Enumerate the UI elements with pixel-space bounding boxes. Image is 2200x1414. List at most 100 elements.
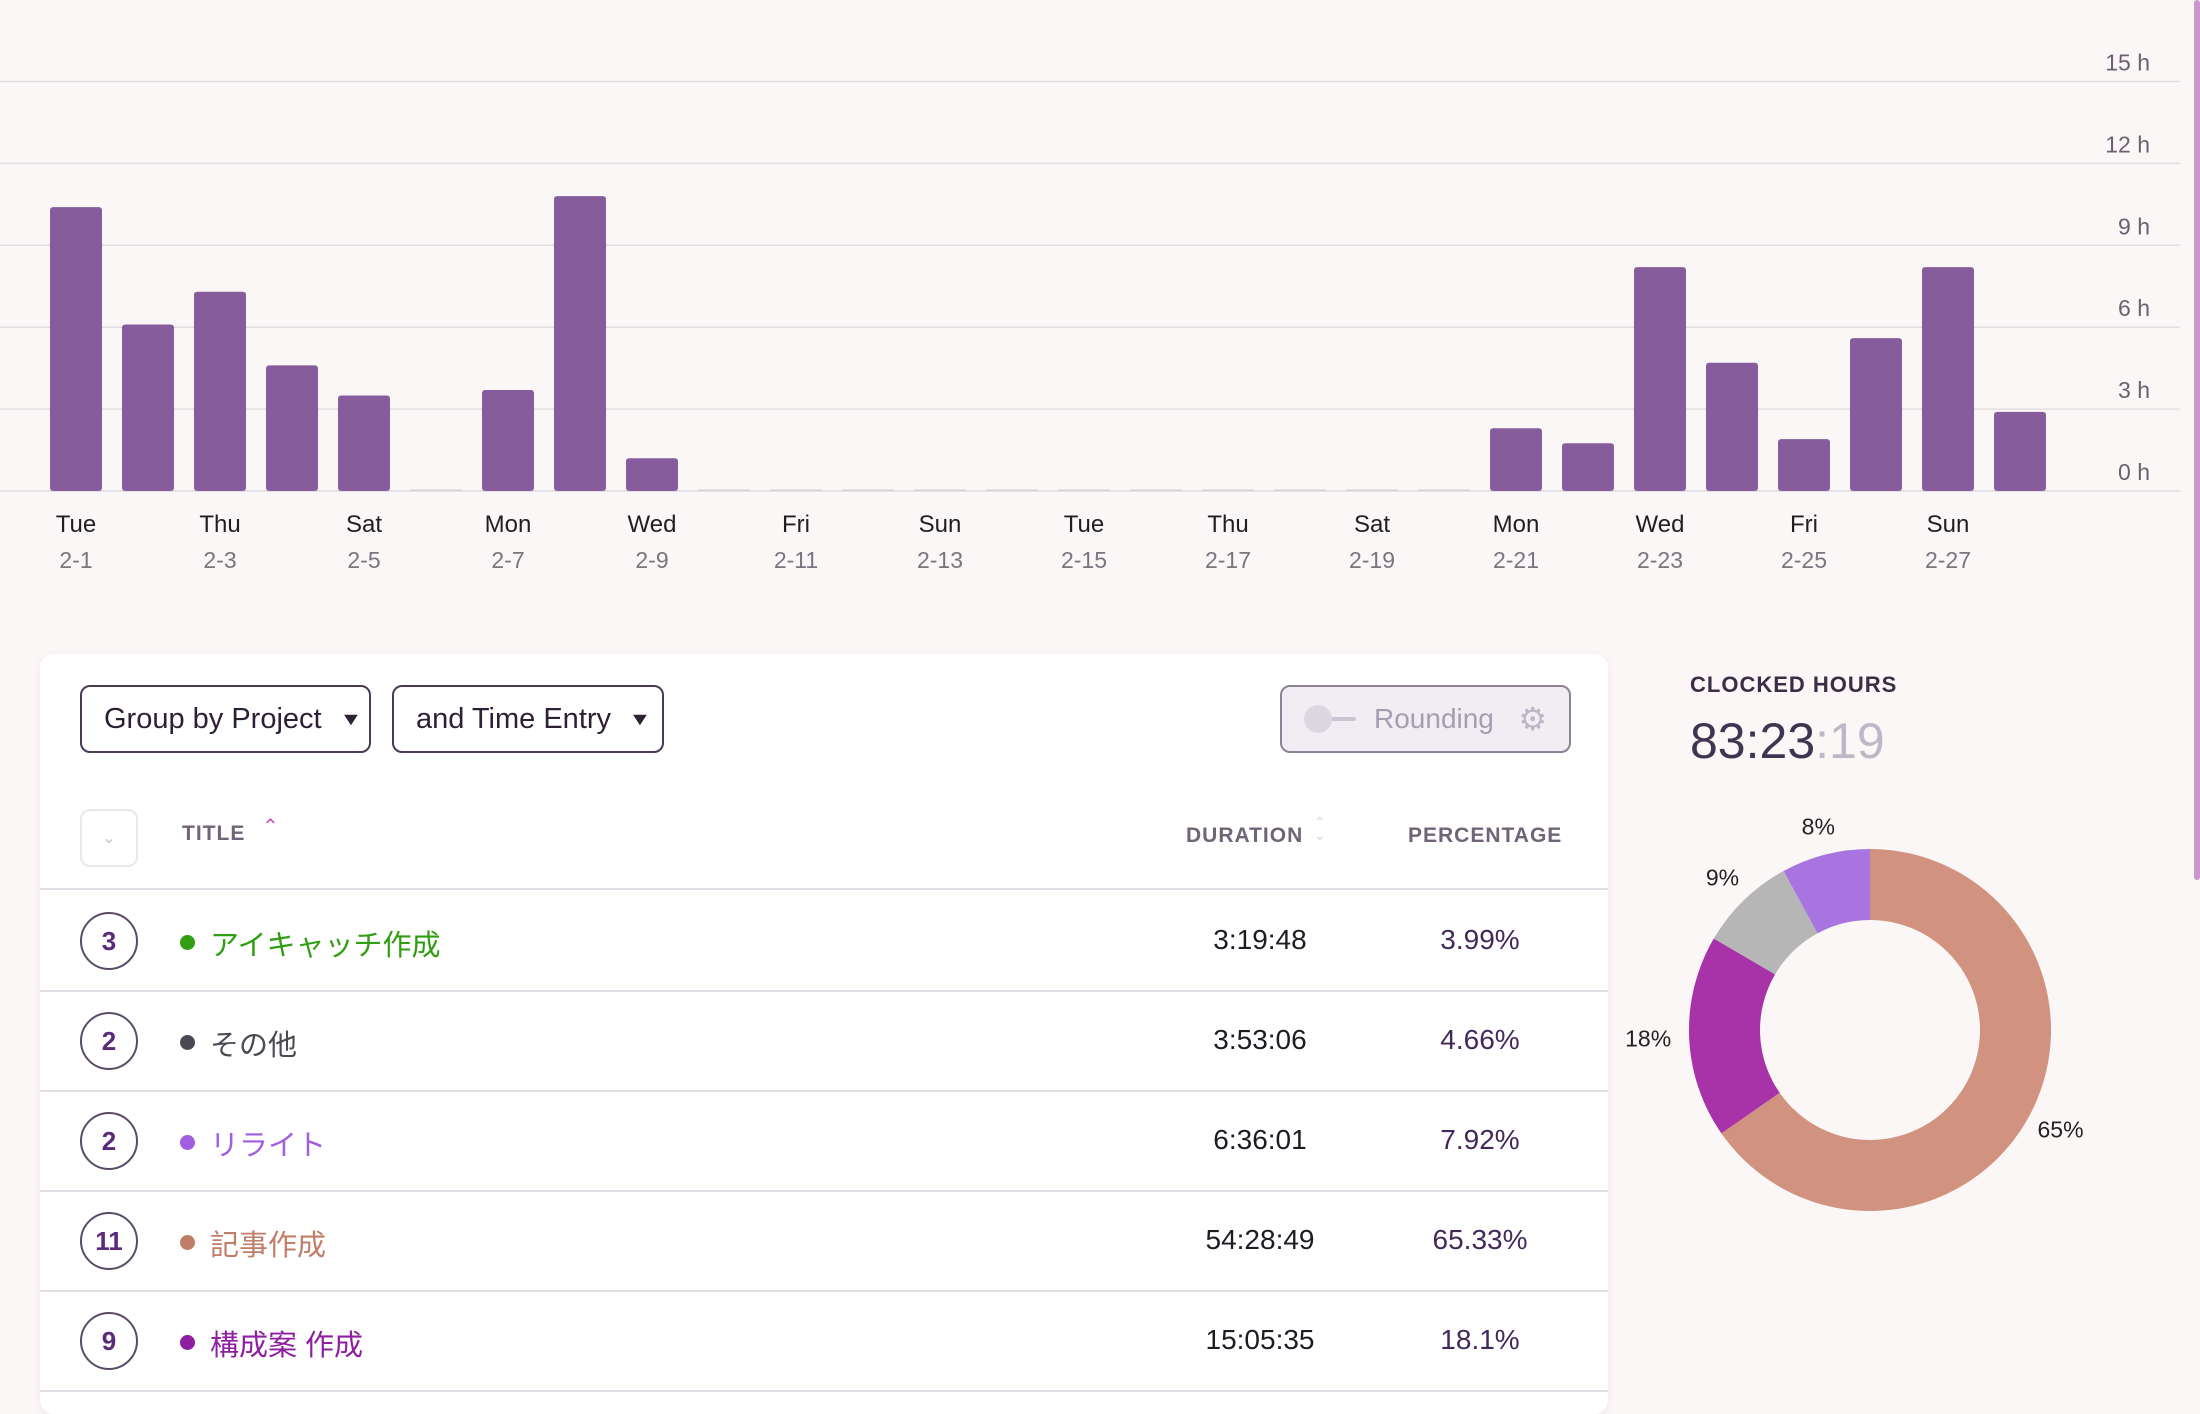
vertical-scrollbar[interactable] <box>2194 0 2200 880</box>
table-row[interactable]: 11 記事作成 54:28:49 65.33% <box>40 1190 1608 1292</box>
x-tick-date: 2-13 <box>917 547 963 573</box>
bar-day-9[interactable] <box>626 458 678 491</box>
x-tick-date: 2-1 <box>59 547 92 573</box>
bar-day-26[interactable] <box>1850 338 1902 491</box>
donut-slice-3[interactable] <box>1713 870 1818 975</box>
bar-day-7[interactable] <box>482 389 534 491</box>
bar-day-21[interactable] <box>1490 428 1542 491</box>
project-percentage: 18.1% <box>1440 1324 1520 1355</box>
gear-icon[interactable]: ⚙ <box>1518 701 1547 737</box>
project-duration: 3:19:48 <box>1213 924 1307 955</box>
sub-group-label: and Time Entry <box>416 702 612 735</box>
x-tick-weekday: Thu <box>199 511 240 538</box>
chevron-down-icon: ▼ <box>628 708 652 729</box>
x-tick-weekday: Sat <box>346 511 382 538</box>
bar-day-16[interactable] <box>1130 489 1182 492</box>
chevron-down-icon: ▼ <box>338 708 363 729</box>
column-header-duration[interactable]: DURATION <box>1186 824 1304 847</box>
entry-count-badge[interactable]: 2 <box>80 1112 138 1170</box>
table-row[interactable]: 2 リライト 6:36:01 7.92% <box>40 1090 1608 1192</box>
daily-hours-bar-chart: 15 h 12 h 9 h 6 h 3 h 0 h Tue 2-1 Thu 2-3 Sat 2-5 M… <box>0 50 2180 573</box>
entry-count-badge[interactable]: 9 <box>80 1312 138 1370</box>
project-percentage: 65.33% <box>1432 1224 1528 1255</box>
x-tick-weekday: Mon <box>485 511 532 538</box>
project-title: 構成案 作成 <box>210 1330 364 1362</box>
x-tick-weekday: Tue <box>56 511 96 538</box>
toggle-knob <box>1304 705 1332 733</box>
donut-slice-1[interactable] <box>1721 849 2051 1211</box>
donut-slice-label: 9% <box>1706 865 1739 891</box>
bar-day-22[interactable] <box>1562 443 1614 491</box>
bar-day-13[interactable] <box>914 489 966 492</box>
group-by-dropdown[interactable]: Group by Project ▼ <box>80 685 371 753</box>
x-tick-date: 2-9 <box>635 547 668 573</box>
bar-day-23[interactable] <box>1634 267 1686 491</box>
bar-day-25[interactable] <box>1778 439 1830 491</box>
y-tick-label: 6 h <box>2118 295 2150 321</box>
project-duration: 15:05:35 <box>1205 1324 1315 1355</box>
table-row[interactable]: 9 構成案 作成 15:05:35 18.1% <box>40 1290 1608 1392</box>
bar-day-11[interactable] <box>770 489 822 492</box>
entry-count-badge[interactable]: 11 <box>80 1212 138 1270</box>
project-duration: 3:53:06 <box>1213 1024 1307 1055</box>
x-tick-date: 2-5 <box>347 547 380 573</box>
x-tick-date: 2-11 <box>774 547 818 573</box>
bar-day-10[interactable] <box>698 489 750 492</box>
bar-day-18[interactable] <box>1274 489 1326 492</box>
entry-count-badge[interactable]: 3 <box>80 912 138 970</box>
bar-day-24[interactable] <box>1706 362 1758 491</box>
bar-day-6[interactable] <box>410 489 462 492</box>
x-tick-weekday: Sat <box>1354 511 1390 538</box>
column-header-title[interactable]: TITLE <box>182 822 246 845</box>
donut-slice-label: 8% <box>1802 813 1835 839</box>
sub-group-dropdown[interactable]: and Time Entry ▼ <box>392 685 664 753</box>
x-tick-weekday: Fri <box>1790 511 1818 538</box>
project-color-dot <box>180 1135 195 1150</box>
table-row[interactable]: 2 その他 3:53:06 4.66% <box>40 990 1608 1092</box>
sort-ascending-icon[interactable]: ⌃ <box>262 816 279 838</box>
x-tick-weekday: Wed <box>1636 511 1685 538</box>
x-tick-date: 2-7 <box>491 547 524 573</box>
rounding-label: Rounding <box>1374 703 1494 734</box>
clocked-hours-seconds: :19 <box>1815 713 1885 769</box>
bar-day-2[interactable] <box>122 324 174 491</box>
project-color-dot <box>180 1335 195 1350</box>
bar-day-5[interactable] <box>338 395 390 491</box>
bar-day-8[interactable] <box>554 196 606 491</box>
project-duration: 54:28:49 <box>1205 1224 1315 1255</box>
column-header-percentage: PERCENTAGE <box>1408 824 1563 847</box>
bar-day-1[interactable] <box>50 207 102 491</box>
y-tick-label: 0 h <box>2118 459 2150 485</box>
bar-day-27[interactable] <box>1922 267 1974 491</box>
donut-slice-2[interactable] <box>1689 938 1780 1134</box>
rounding-toggle[interactable] <box>1304 704 1358 734</box>
donut-slice-4[interactable] <box>1783 849 1870 934</box>
y-tick-label: 3 h <box>2118 377 2150 403</box>
toggle-track <box>1312 717 1356 721</box>
bar-day-19[interactable] <box>1346 489 1398 492</box>
bar-day-15[interactable] <box>1058 489 1110 492</box>
x-tick-date: 2-23 <box>1637 547 1683 573</box>
rounding-toggle-button[interactable]: Rounding ⚙ <box>1280 685 1571 753</box>
expand-all-button[interactable]: ⌄ <box>80 809 138 867</box>
y-tick-label: 9 h <box>2118 213 2150 239</box>
entry-count-badge[interactable]: 2 <box>80 1012 138 1070</box>
bar-day-4[interactable] <box>266 365 318 491</box>
bar-day-12[interactable] <box>842 489 894 492</box>
bar-day-3[interactable] <box>194 291 246 491</box>
x-tick-date: 2-27 <box>1925 547 1971 573</box>
x-tick-weekday: Wed <box>628 511 677 538</box>
bar-day-17[interactable] <box>1202 489 1254 492</box>
x-tick-date: 2-25 <box>1781 547 1827 573</box>
sort-icon[interactable]: ⌃ ⌄ <box>1314 814 1326 843</box>
x-tick-weekday: Thu <box>1207 511 1248 538</box>
project-duration: 6:36:01 <box>1213 1124 1307 1155</box>
bar-day-14[interactable] <box>986 489 1038 492</box>
clocked-hours-value: 83:23:19 <box>1690 712 1885 770</box>
bar-day-28[interactable] <box>1994 411 2046 491</box>
project-color-dot <box>180 1035 195 1050</box>
x-tick-date: 2-21 <box>1493 547 1539 573</box>
project-color-dot <box>180 935 195 950</box>
bar-day-20[interactable] <box>1418 489 1470 492</box>
table-row[interactable]: 3 アイキャッチ作成 3:19:48 3.99% <box>40 890 1608 992</box>
